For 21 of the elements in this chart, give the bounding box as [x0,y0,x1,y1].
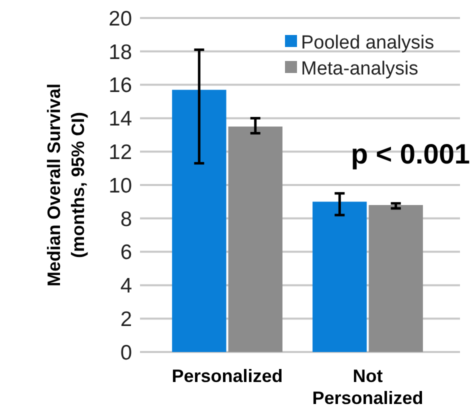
y-tick-label: 2 [120,308,132,331]
legend-label: Meta-analysis [301,58,418,80]
y-tick-label: 16 [108,74,132,98]
y-tick-label: 20 [108,7,132,30]
y-tick-label: 4 [120,274,132,298]
y-tick-label: 6 [120,241,132,264]
bar [368,205,423,352]
annotation: p < 0.001 [350,138,470,170]
y-tick-label: 14 [108,108,132,131]
bar [172,90,226,352]
y-tick-label: 10 [108,174,132,198]
y-tick-label: 0 [120,341,132,364]
bar [312,202,367,352]
y-tick-label: 12 [108,140,132,164]
y-tick-label: 8 [120,208,132,231]
y-axis-title: Median Overall Survival (months, 95% CI) [44,83,88,287]
bar [228,126,282,352]
legend-label: Pooled analysis [301,32,434,54]
y-tick-label: 18 [108,40,132,64]
x-tick-label: Personalized [172,366,283,386]
x-tick-label: Not Personalized [312,366,424,408]
